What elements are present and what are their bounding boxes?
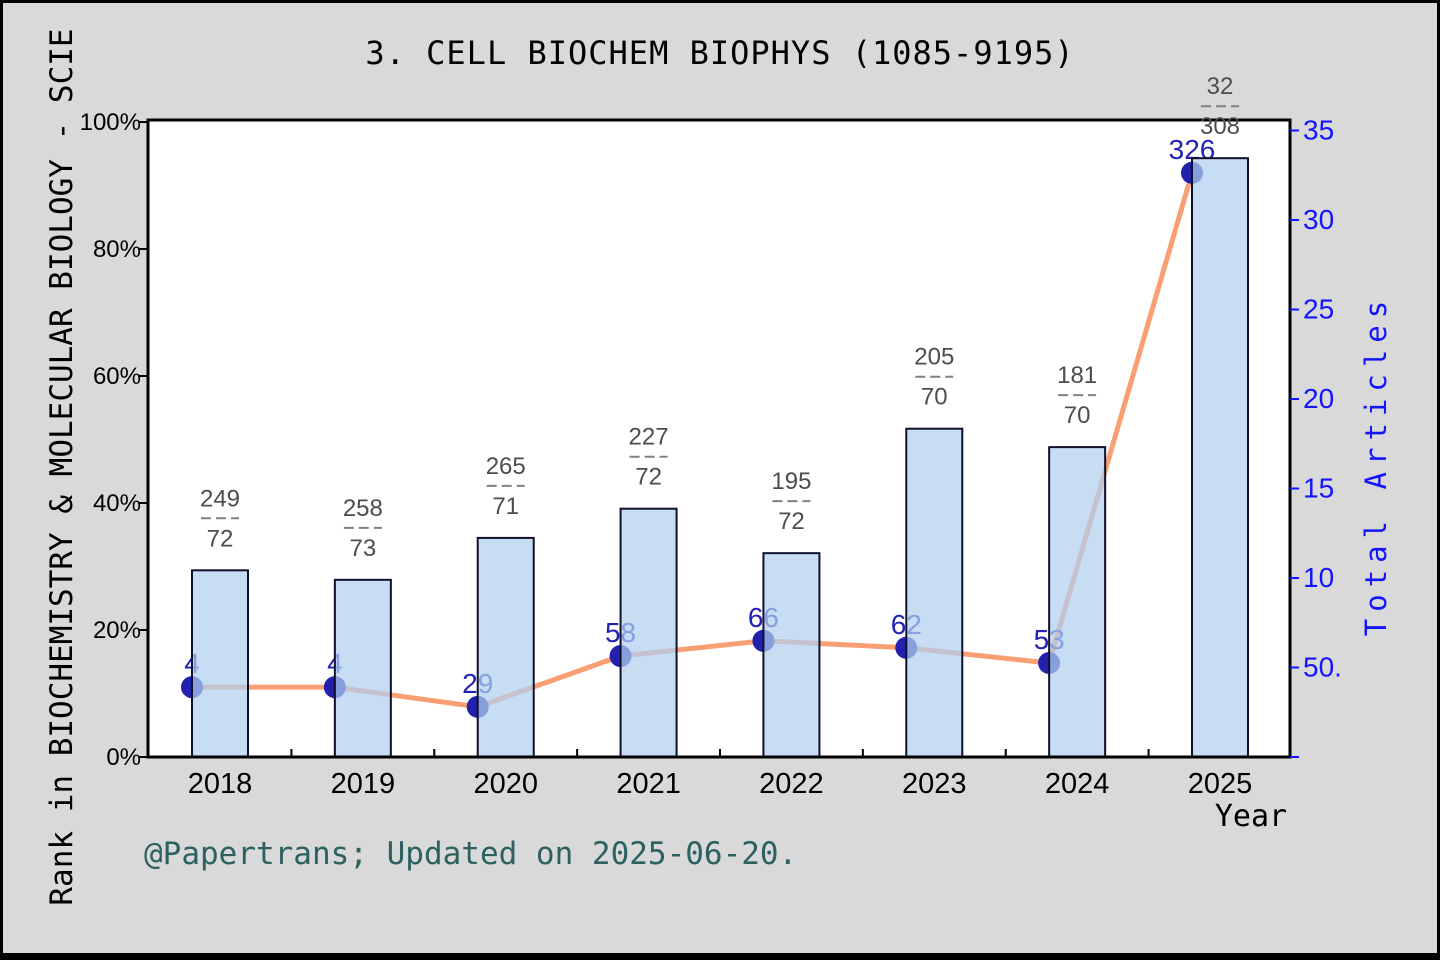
chart-title: 3. CELL BIOCHEM BIOPHYS (1085-9195): [365, 34, 1075, 72]
right-axis-title: Total Articles: [1359, 293, 1393, 637]
footer-credit: @Papertrans; Updated on 2025-06-20.: [144, 836, 798, 872]
bar-label-numerator: 195: [771, 468, 811, 495]
left-tick-label: 0%: [106, 744, 141, 771]
bar-label-numerator: 249: [200, 485, 240, 512]
bar: [333, 578, 392, 759]
left-tick-label: 20%: [93, 617, 141, 644]
x-tick-label: 2024: [1045, 768, 1110, 800]
bar-label-denominator: 72: [635, 464, 662, 491]
bar-label-numerator: 181: [1057, 362, 1097, 389]
left-tick-label: 60%: [93, 363, 141, 390]
bar-label-numerator: 265: [486, 453, 526, 480]
bar-label-denominator: 72: [778, 508, 805, 535]
bar-label-denominator: 73: [350, 535, 377, 562]
bar-label-denominator: 72: [207, 525, 234, 552]
bar: [191, 569, 249, 758]
bar-label-numerator: 258: [343, 495, 383, 522]
x-tick-label: 2019: [331, 768, 396, 800]
left-tick-label: 80%: [93, 236, 141, 263]
bar: [1190, 157, 1249, 758]
left-axis-title: Rank in BIOCHEMISTRY & MOLECULAR BIOLOGY…: [44, 28, 80, 906]
bar: [476, 536, 535, 758]
right-tick-label: 10: [1303, 562, 1334, 593]
x-tick-label: 2021: [616, 768, 681, 800]
right-tick-label: 15: [1303, 473, 1334, 504]
x-tick-label: 2018: [188, 768, 253, 800]
x-tick-label: 2020: [473, 768, 538, 800]
x-tick-label: 2022: [759, 768, 824, 800]
figure-border-bottom: [0, 953, 1440, 960]
plot-background: [148, 120, 1290, 757]
left-tick-label: 40%: [93, 490, 141, 517]
bar-label-numerator: 32: [1207, 73, 1234, 100]
x-tick-label: 2023: [902, 768, 967, 800]
x-axis-title: Year: [1214, 799, 1288, 834]
x-tick-label: 2025: [1188, 768, 1253, 800]
bar: [619, 507, 678, 758]
right-tick-label: 35: [1303, 115, 1334, 146]
bar: [1048, 446, 1107, 758]
right-tick-label: 50.: [1303, 652, 1342, 683]
bar-label-denominator: 70: [921, 384, 948, 411]
bar-label-numerator: 227: [629, 424, 669, 451]
bar: [905, 427, 964, 758]
bar-label-denominator: 71: [492, 493, 519, 520]
right-tick-label: 30: [1303, 204, 1334, 235]
right-tick-label: 20: [1303, 383, 1334, 414]
bar-label-denominator: 308: [1200, 113, 1240, 140]
bar: [762, 552, 821, 758]
right-tick-label: 25: [1303, 294, 1334, 325]
left-tick-label: 100%: [80, 109, 141, 136]
bar-label-numerator: 205: [914, 344, 954, 371]
bar-label-denominator: 70: [1064, 402, 1091, 429]
